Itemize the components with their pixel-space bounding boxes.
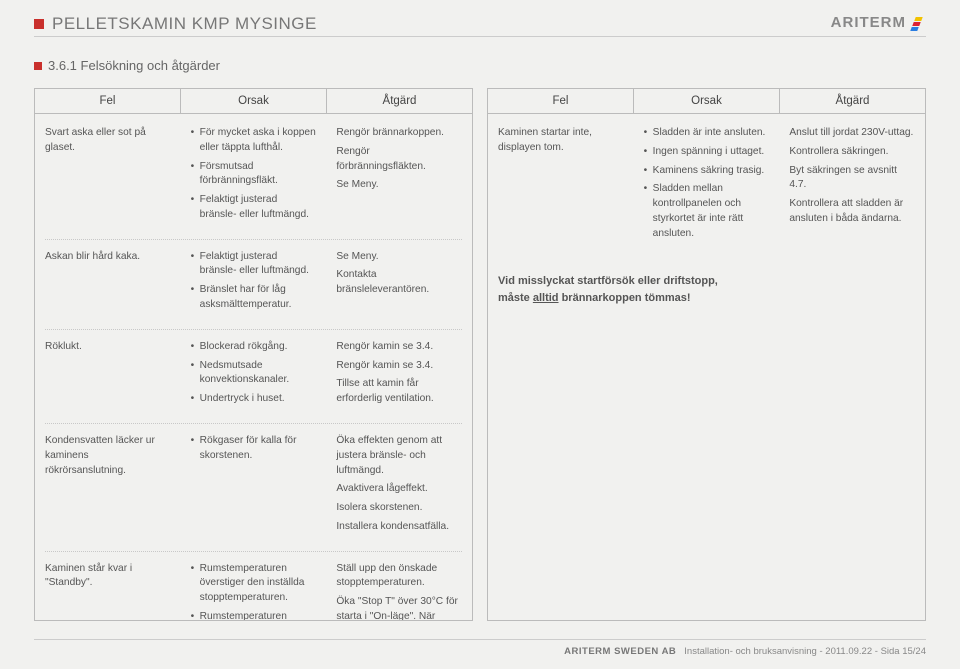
cause-item: Nedsmutsade konvektionskanaler.: [191, 359, 317, 389]
action-item: Se Meny.: [336, 178, 462, 193]
action-item: Rengör kamin se 3.4.: [336, 359, 462, 374]
cause-item: Rumstemperaturen överstiger den inställd…: [191, 562, 317, 606]
action-item: Tillse att kamin får erforderlig ventila…: [336, 377, 462, 407]
section-title: 3.6.1 Felsökning och åtgärder: [34, 58, 220, 73]
cell-atgard: Rengör kamin se 3.4. Rengör kamin se 3.4…: [326, 340, 472, 411]
footer-company: ARITERM SWEDEN AB: [564, 646, 676, 657]
cell-orsak: Rökgaser för kalla för skorstenen.: [181, 434, 327, 539]
cause-item: Sladden mellan kontrollpanelen och styrk…: [644, 182, 770, 241]
action-item: Byt säkringen se avsnitt 4.7.: [789, 164, 915, 194]
content: Fel Orsak Åtgärd Svart aska eller sot på…: [34, 88, 926, 621]
callout-underline: alltid: [533, 292, 559, 304]
cause-item: Felaktigt justerad bränsle- eller luftmä…: [191, 193, 317, 223]
cell-orsak: Felaktigt justerad bränsle- eller luftmä…: [181, 250, 327, 317]
cause-item: För mycket aska i koppen eller täppta lu…: [191, 126, 317, 156]
row-separator: [45, 329, 462, 330]
cause-item: Rumstemperaturen måste överstiga 5°C för…: [191, 610, 317, 620]
cell-atgard: Ställ upp den önskade stopptemperaturen.…: [326, 562, 472, 620]
action-item: Rengör kamin se 3.4.: [336, 340, 462, 355]
table-header: Fel Orsak Åtgärd: [35, 89, 472, 114]
callout-line2b: brännarkoppen tömmas!: [559, 292, 691, 304]
cause-item: Felaktigt justerad bränsle- eller luftmä…: [191, 250, 317, 280]
row-separator: [45, 239, 462, 240]
table-row: Kaminen startar inte, displayen tom. Sla…: [488, 122, 925, 255]
page: PELLETSKAMIN KMP MYSINGE ARITERM 3.6.1 F…: [0, 0, 960, 669]
cause-item: Rökgaser för kalla för skorstenen.: [191, 434, 317, 464]
action-item: Öka effekten genom att justera bränsle- …: [336, 434, 462, 478]
header-rule: [34, 36, 926, 37]
cell-atgard: Rengör brännarkoppen. Rengör förbränning…: [326, 126, 472, 227]
th-fel: Fel: [488, 89, 633, 113]
row-separator: [45, 423, 462, 424]
cause-item: Försmutsad förbränningsfläkt.: [191, 160, 317, 190]
cell-fel: Röklukt.: [35, 340, 181, 411]
th-fel: Fel: [35, 89, 180, 113]
brand-name: ARITERM: [831, 14, 906, 31]
cell-atgard: Öka effekten genom att justera bränsle- …: [326, 434, 472, 539]
row-separator: [45, 551, 462, 552]
cause-item: Ingen spänning i uttaget.: [644, 145, 770, 160]
cell-fel: Kaminen startar inte, displayen tom.: [488, 126, 634, 245]
table-row: Kondensvatten läcker ur kaminens rökrörs…: [35, 430, 472, 549]
th-atgard: Åtgärd: [779, 89, 925, 113]
table-body: Kaminen startar inte, displayen tom. Sla…: [488, 114, 925, 620]
table-row: Svart aska eller sot på glaset. För myck…: [35, 122, 472, 237]
cell-orsak: Blockerad rökgång. Nedsmutsade konvektio…: [181, 340, 327, 411]
section-marker-icon: [34, 62, 42, 70]
cell-orsak: Sladden är inte ansluten. Ingen spänning…: [634, 126, 780, 245]
action-item: Avaktivera lågeffekt.: [336, 482, 462, 497]
action-item: Kontakta bränsleleverantören.: [336, 268, 462, 298]
footer-doc: Installation- och bruksanvisning - 2011.…: [684, 646, 926, 657]
callout-line1: Vid misslyckat startförsök eller driftst…: [498, 275, 718, 287]
table-row: Röklukt. Blockerad rökgång. Nedsmutsade …: [35, 336, 472, 421]
cause-item: Sladden är inte ansluten.: [644, 126, 770, 141]
table-row: Kaminen står kvar i "Standby". Rumstempe…: [35, 558, 472, 620]
action-item: Kontrollera säkringen.: [789, 145, 915, 160]
cause-item: Kaminens säkring trasig.: [644, 164, 770, 179]
action-item: Installera kondensatfälla.: [336, 520, 462, 535]
cell-atgard: Se Meny. Kontakta bränsleleverantören.: [326, 250, 472, 317]
cell-orsak: För mycket aska i koppen eller täppta lu…: [181, 126, 327, 227]
brand-logo-icon: [910, 15, 926, 31]
cause-item: Undertryck i huset.: [191, 392, 317, 407]
table-left: Fel Orsak Åtgärd Svart aska eller sot på…: [34, 88, 473, 621]
cell-fel: Svart aska eller sot på glaset.: [35, 126, 181, 227]
cause-item: Bränslet har för låg asksmälttemperatur.: [191, 283, 317, 313]
title-marker-icon: [34, 19, 44, 29]
cell-fel: Kaminen står kvar i "Standby".: [35, 562, 181, 620]
action-item: Rengör förbränningsfläkten.: [336, 145, 462, 175]
action-item: Anslut till jordat 230V-uttag.: [789, 126, 915, 141]
section-label: 3.6.1 Felsökning och åtgärder: [48, 58, 220, 73]
page-title: PELLETSKAMIN KMP MYSINGE: [52, 14, 317, 34]
cause-item: Blockerad rökgång.: [191, 340, 317, 355]
callout: Vid misslyckat startförsök eller driftst…: [498, 273, 915, 306]
action-item: Rengör brännarkoppen.: [336, 126, 462, 141]
table-row: Askan blir hård kaka. Felaktigt justerad…: [35, 246, 472, 327]
th-atgard: Åtgärd: [326, 89, 472, 113]
cell-fel: Kondensvatten läcker ur kaminens rökrörs…: [35, 434, 181, 539]
table-header: Fel Orsak Åtgärd: [488, 89, 925, 114]
action-item: Kontrollera att sladden är ansluten i bå…: [789, 197, 915, 227]
action-item: Isolera skorstenen.: [336, 501, 462, 516]
table-right: Fel Orsak Åtgärd Kaminen startar inte, d…: [487, 88, 926, 621]
title-wrap: PELLETSKAMIN KMP MYSINGE: [34, 14, 317, 34]
th-orsak: Orsak: [633, 89, 779, 113]
action-item: Se Meny.: [336, 250, 462, 265]
action-item: Öka "Stop T" över 30°C för starta i "On-…: [336, 595, 462, 620]
table-body: Svart aska eller sot på glaset. För myck…: [35, 114, 472, 620]
footer: ARITERM SWEDEN AB Installation- och bruk…: [34, 639, 926, 657]
cell-fel: Askan blir hård kaka.: [35, 250, 181, 317]
th-orsak: Orsak: [180, 89, 326, 113]
cell-orsak: Rumstemperaturen överstiger den inställd…: [181, 562, 327, 620]
callout-line2a: måste: [498, 292, 533, 304]
topbar: PELLETSKAMIN KMP MYSINGE ARITERM: [34, 14, 926, 34]
cell-atgard: Anslut till jordat 230V-uttag. Kontrolle…: [779, 126, 925, 245]
brand: ARITERM: [831, 14, 926, 31]
action-item: Ställ upp den önskade stopptemperaturen.: [336, 562, 462, 592]
